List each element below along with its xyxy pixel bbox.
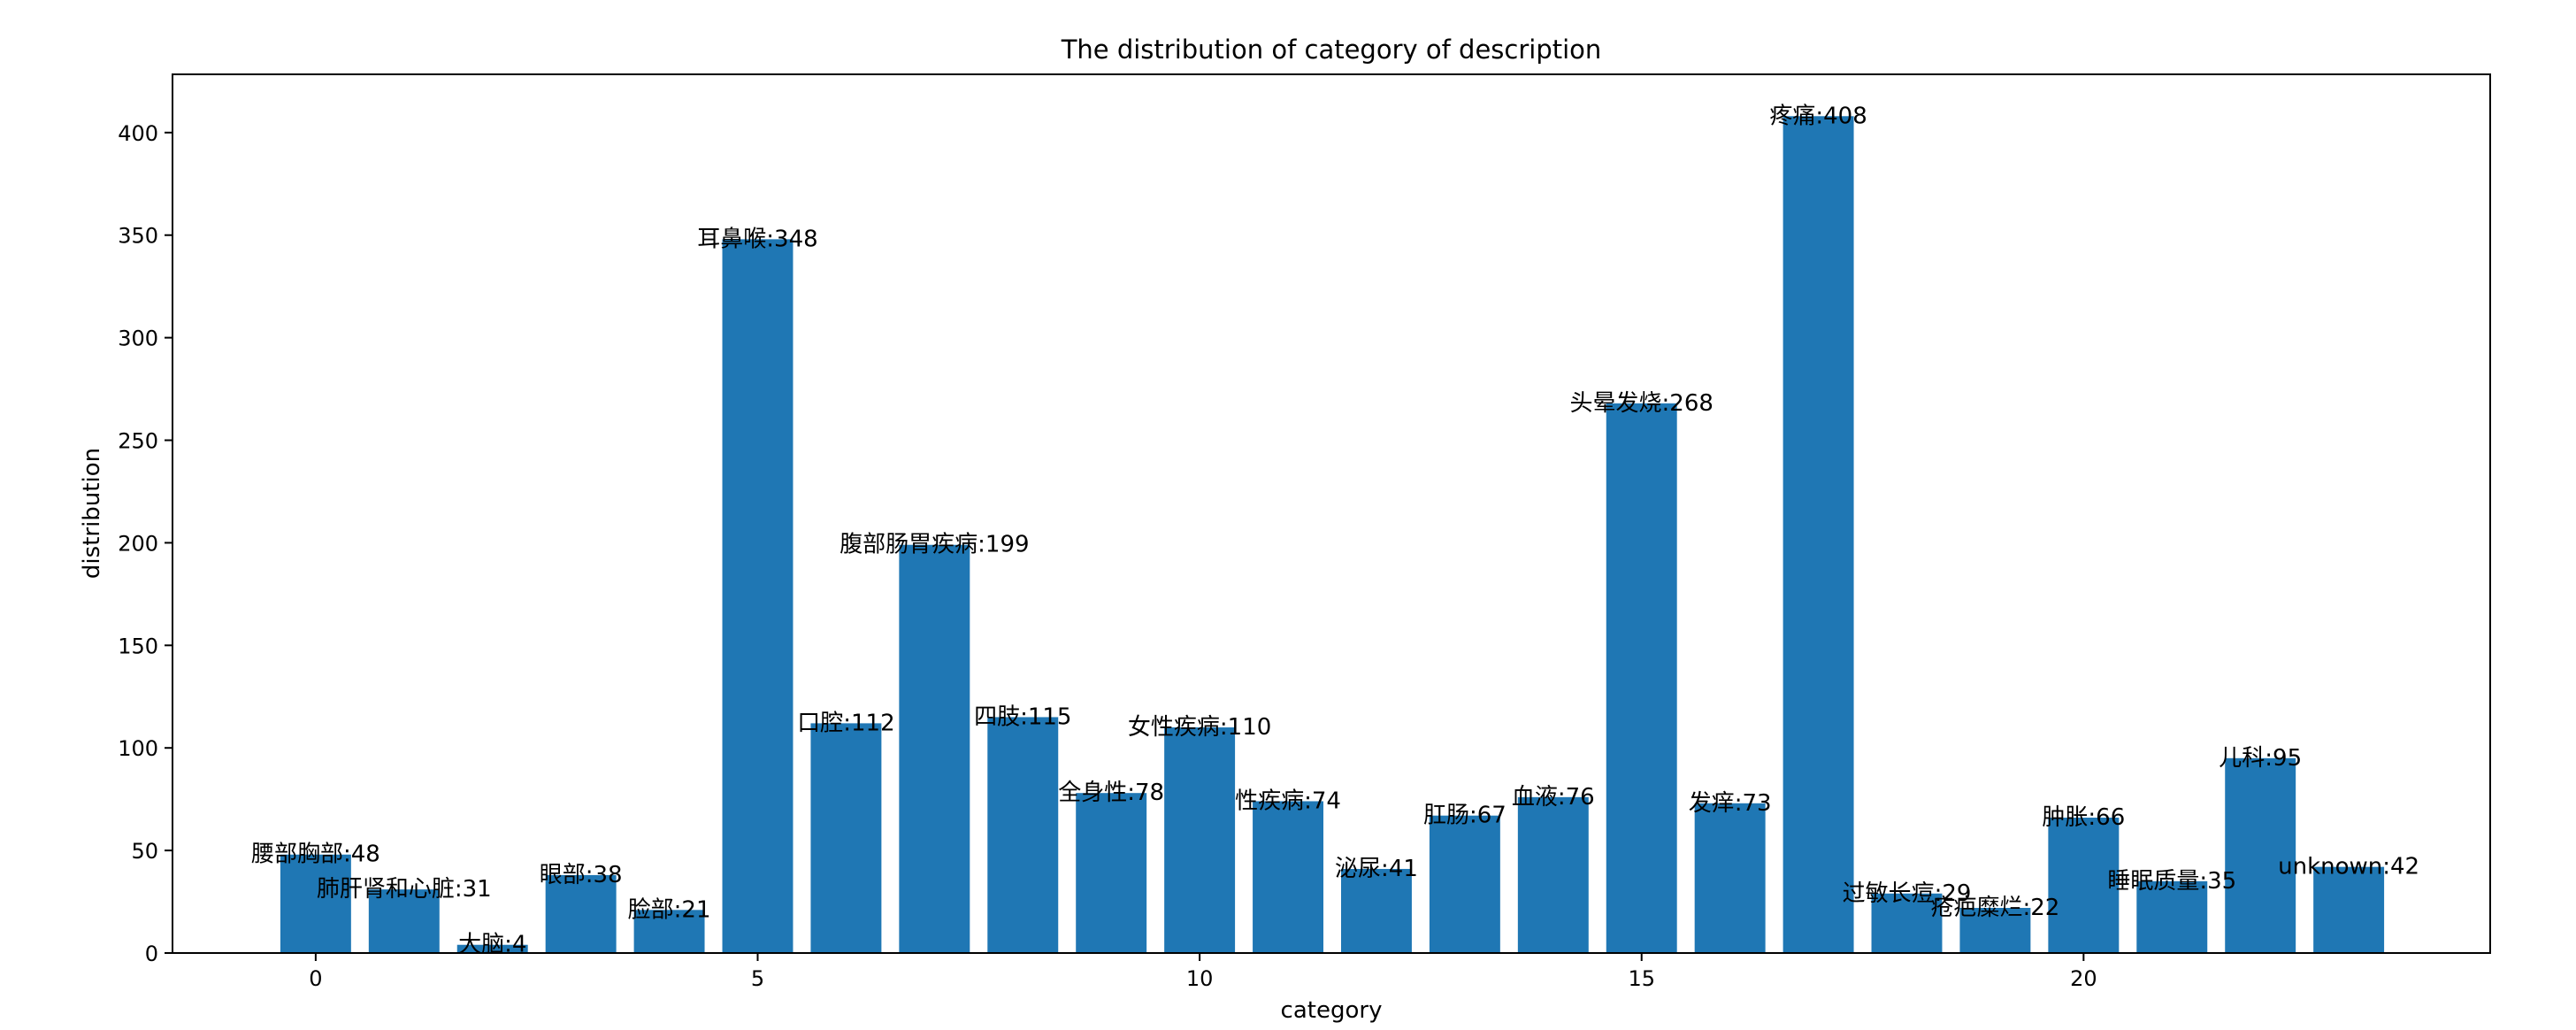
bar xyxy=(810,723,882,953)
bar-data-label: 脸部:21 xyxy=(628,896,711,923)
bar-data-label: 口腔:112 xyxy=(797,710,894,736)
bar-data-label: 大脑:4 xyxy=(458,932,526,958)
bar-data-label: 腹部肠胃疾病:199 xyxy=(840,532,1029,558)
bar-data-label: unknown:42 xyxy=(2278,854,2419,880)
bar xyxy=(1253,801,1324,953)
bar-data-label: 发痒:73 xyxy=(1689,790,1772,817)
bar xyxy=(368,889,440,953)
bar-data-label: 疮疤糜烂:22 xyxy=(1930,895,2059,921)
x-axis-title: category xyxy=(1281,997,1383,1024)
y-tick-label: 250 xyxy=(118,429,158,454)
bar-data-label: 肺肝肾和心脏:31 xyxy=(317,876,492,903)
bar xyxy=(722,239,794,954)
bar xyxy=(987,717,1059,953)
y-tick-label: 200 xyxy=(118,531,158,556)
y-tick-label: 300 xyxy=(118,327,158,351)
bar-data-label: 睡眠质量:35 xyxy=(2107,868,2236,895)
x-tick-label: 10 xyxy=(1186,966,1214,991)
bar-data-label: 女性疾病:110 xyxy=(1128,714,1271,741)
bars-group xyxy=(280,116,2385,954)
y-tick-label: 400 xyxy=(118,121,158,146)
bar xyxy=(2136,880,2208,953)
bar xyxy=(1164,727,1236,953)
bar-data-label: 头晕发烧:268 xyxy=(1570,390,1714,417)
y-tick-label: 100 xyxy=(118,736,158,761)
bar-data-label: 全身性:78 xyxy=(1058,780,1164,806)
y-tick-label: 0 xyxy=(145,942,158,966)
bar xyxy=(2225,757,2296,953)
bar xyxy=(456,944,528,953)
bar xyxy=(1076,793,1147,953)
bar-data-label: 肿胀:66 xyxy=(2042,804,2125,831)
x-tick-label: 5 xyxy=(751,966,764,991)
y-tick-label: 50 xyxy=(131,839,158,864)
bar-data-label: 泌尿:41 xyxy=(1335,856,1418,882)
bar-data-label: 血液:76 xyxy=(1512,784,1595,811)
bar-data-label: 眼部:38 xyxy=(540,862,623,888)
bar xyxy=(545,874,617,953)
x-tick-label: 15 xyxy=(1628,966,1655,991)
bar-data-label: 性疾病:74 xyxy=(1235,788,1341,814)
bar xyxy=(280,854,351,953)
bar xyxy=(2048,818,2120,953)
bar-data-label: 肛肠:67 xyxy=(1423,803,1506,829)
bar-data-label: 儿科:95 xyxy=(2219,745,2302,772)
bar xyxy=(1782,116,1854,954)
bar xyxy=(1959,908,2031,953)
bar xyxy=(633,910,705,953)
plot-frame xyxy=(172,73,2491,954)
x-tick-label: 20 xyxy=(2070,966,2097,991)
bar xyxy=(1871,893,1943,953)
bar xyxy=(1340,868,1412,953)
y-tick-label: 150 xyxy=(118,634,158,658)
y-axis: 0 50 100 150 200 250 300 350 400 xyxy=(118,121,172,966)
bar-data-label: 疼痛:408 xyxy=(1769,103,1867,129)
y-axis-title: distribution xyxy=(79,448,105,579)
bar xyxy=(1429,815,1500,953)
bar-data-label: 四肢:115 xyxy=(974,703,1071,730)
x-axis: 0 5 10 15 20 xyxy=(309,953,2097,991)
bar xyxy=(899,544,970,953)
bar-data-label: 腰部胸部:48 xyxy=(251,842,380,868)
bar xyxy=(2313,866,2385,953)
chart-title: The distribution of category of descript… xyxy=(1061,35,1602,65)
y-tick-label: 350 xyxy=(118,224,158,249)
bar xyxy=(1606,403,1677,953)
bar xyxy=(1517,796,1589,953)
bar-data-label: 耳鼻喉:348 xyxy=(697,226,817,252)
x-tick-label: 0 xyxy=(309,966,322,991)
bar-data-label: 过敏长痘:29 xyxy=(1843,880,1972,907)
bar xyxy=(1694,803,1766,953)
